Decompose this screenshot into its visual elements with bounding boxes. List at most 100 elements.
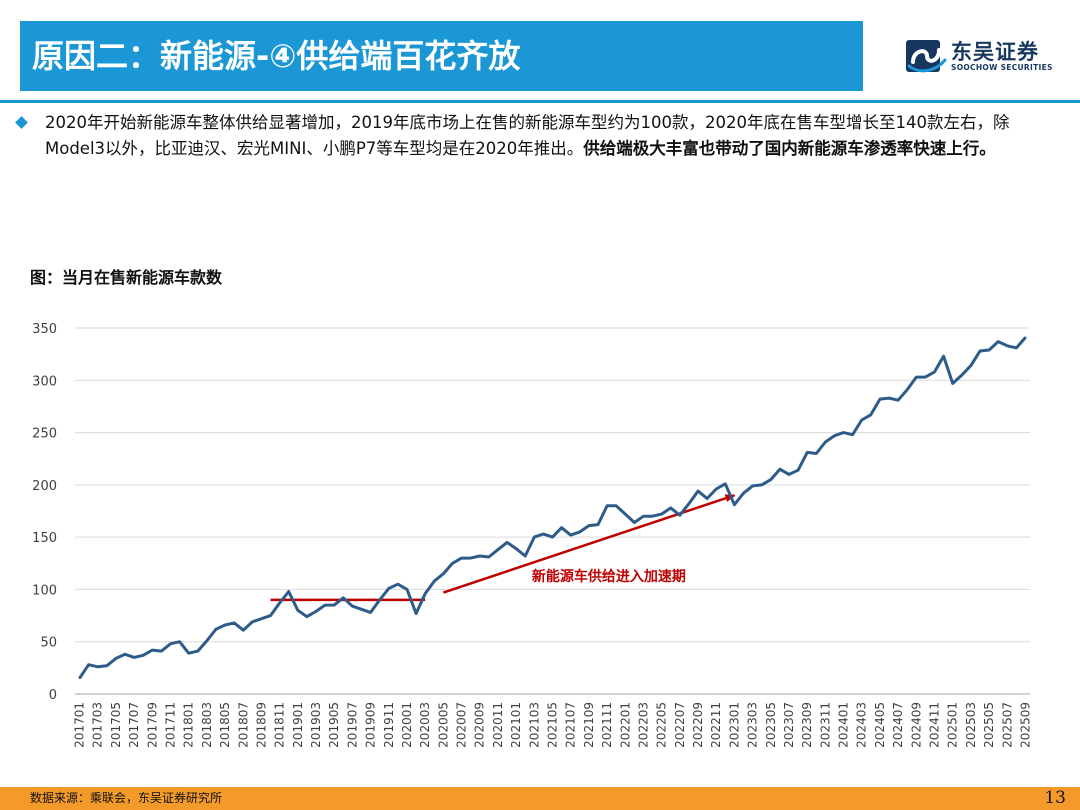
data-point — [606, 505, 608, 507]
data-point — [579, 531, 581, 533]
data-point — [715, 488, 717, 490]
x-tick-label: 202507 — [1000, 702, 1014, 748]
x-tick-label: 202005 — [436, 702, 450, 748]
data-point — [260, 617, 263, 620]
x-tick-label: 201807 — [236, 702, 250, 748]
y-tick-label: 0 — [49, 688, 57, 703]
data-point — [469, 557, 472, 559]
data-point — [324, 604, 326, 606]
data-point — [542, 533, 545, 535]
x-tick-label: 202403 — [855, 702, 869, 748]
data-point — [951, 382, 954, 385]
x-tick-label: 202309 — [800, 702, 814, 748]
x-tick-label: 202505 — [982, 702, 996, 748]
soochow-logo-icon — [906, 40, 947, 73]
data-point — [478, 555, 481, 557]
data-point — [242, 629, 245, 631]
x-tick-label: 201903 — [309, 702, 323, 748]
data-point — [560, 526, 563, 529]
data-point — [824, 441, 827, 443]
data-point — [733, 503, 736, 506]
data-point — [197, 650, 199, 652]
bullet-bold-text: 供给端极大丰富也带动了国内新能源车渗透率快速上行。 — [583, 139, 996, 158]
line-chart: 新能源车供给进入加速期 0 50 100 150 200 250 300 350 201701 2… — [32, 322, 1032, 748]
data-point — [369, 611, 372, 614]
data-point — [806, 451, 808, 454]
x-tick-label: 202001 — [400, 702, 414, 748]
x-tick-label: 201811 — [273, 702, 287, 748]
data-point — [588, 524, 590, 527]
x-tick-label: 202207 — [673, 702, 687, 748]
y-tick-label: 200 — [32, 479, 57, 494]
logo-name: 东吴证券 — [951, 40, 1039, 64]
x-tick-label: 202301 — [727, 702, 741, 748]
data-point — [442, 572, 445, 575]
data-point — [351, 605, 354, 607]
data-point — [933, 371, 936, 373]
title-bar: 原因二：新能源-④供给端百花齐放 — [20, 21, 863, 91]
x-tick-label: 201701 — [73, 702, 87, 748]
data-point — [524, 555, 526, 557]
data-point — [842, 431, 845, 434]
data-point — [178, 640, 181, 643]
y-tick-label: 350 — [32, 322, 57, 337]
x-tick-label: 202201 — [618, 702, 632, 748]
x-tick-label: 202311 — [818, 702, 832, 748]
bullet-text: 2020年开始新能源车整体供给显著增加，2019年底市场上在售的新能源车型约为1… — [45, 113, 1010, 158]
data-point — [679, 514, 681, 516]
data-point — [1015, 347, 1018, 349]
data-point — [306, 615, 308, 618]
data-point — [233, 622, 235, 624]
data-point — [388, 587, 390, 590]
data-point — [160, 650, 163, 652]
data-point — [660, 513, 663, 515]
data-point — [988, 349, 990, 351]
data-point — [406, 588, 408, 591]
data-point — [87, 663, 90, 666]
data-point — [915, 376, 918, 378]
x-tick-label: 201711 — [164, 702, 178, 748]
x-tick-label: 202411 — [928, 702, 942, 748]
x-tick-label: 201705 — [109, 702, 123, 748]
logo-english-name: SOOCHOW SECURITIES — [951, 63, 1053, 72]
page-number: 13 — [1044, 788, 1066, 808]
data-point — [251, 621, 254, 623]
data-point — [333, 604, 336, 606]
x-tick-label: 201905 — [327, 702, 341, 748]
y-tick-label: 50 — [40, 636, 57, 651]
trend-arrow — [442, 494, 736, 594]
x-tick-label: 202105 — [546, 702, 560, 748]
data-point — [997, 340, 999, 343]
data-point — [779, 468, 781, 470]
data-point — [1006, 345, 1009, 347]
x-tick-label: 202405 — [873, 702, 887, 748]
x-tick-label: 202009 — [473, 702, 487, 748]
data-point — [169, 643, 172, 645]
data-point — [397, 583, 399, 585]
x-tick-label: 202305 — [764, 702, 778, 748]
data-point — [360, 608, 363, 611]
x-tick-label: 201907 — [345, 702, 359, 748]
data-point — [879, 398, 881, 400]
data-point — [415, 612, 417, 615]
data-point — [633, 521, 636, 524]
data-point — [115, 657, 117, 660]
y-tick-label: 300 — [32, 374, 57, 389]
data-point — [642, 515, 645, 517]
page-title: 原因二：新能源-④供给端百花齐放 — [32, 37, 521, 75]
data-point — [315, 610, 317, 613]
data-point — [760, 484, 763, 486]
x-tick-label: 202503 — [964, 702, 978, 748]
data-point — [460, 557, 463, 559]
x-tick-label: 202101 — [509, 702, 523, 748]
data-point — [151, 649, 154, 651]
x-tick-label: 202211 — [709, 702, 723, 748]
x-tick-label: 201911 — [382, 702, 396, 748]
data-point — [206, 639, 208, 642]
x-tick-label: 201703 — [91, 702, 105, 748]
header-divider — [0, 100, 1080, 103]
data-point — [697, 490, 699, 492]
figure-title: 图：当月在售新能源车款数 — [30, 268, 223, 287]
x-tick-label: 202501 — [946, 702, 960, 748]
x-tick-label: 202203 — [636, 702, 650, 748]
